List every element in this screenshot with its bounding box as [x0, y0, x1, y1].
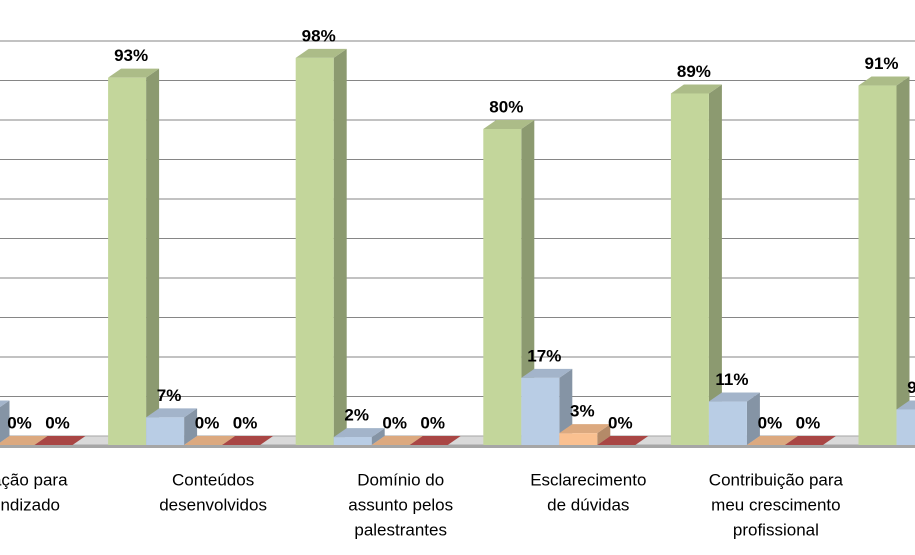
bar — [295, 48, 347, 446]
data-label: 2% — [344, 406, 369, 425]
bar — [108, 68, 160, 446]
bar-top — [858, 76, 910, 86]
data-label: 0% — [45, 413, 70, 432]
bar-side — [708, 84, 722, 445]
data-label: 0% — [796, 413, 821, 432]
bar-side — [559, 368, 573, 445]
data-label: 0% — [7, 413, 32, 432]
bar-top — [34, 436, 86, 445]
x-tick-label: desenvolvidos — [159, 495, 267, 514]
bar-front — [559, 433, 598, 445]
bar — [896, 400, 915, 445]
bar-front — [483, 129, 522, 445]
data-label: 0% — [420, 413, 445, 432]
floor-edge — [0, 445, 915, 448]
x-tick-label: Esclarecimento — [530, 470, 646, 489]
data-label: 0% — [608, 413, 633, 432]
bar-top — [295, 48, 347, 58]
x-tick-label: assunto pelos — [348, 495, 453, 514]
bar-front — [108, 77, 147, 446]
bar — [34, 436, 86, 445]
bar-top — [746, 436, 798, 445]
bar-side — [896, 76, 910, 446]
data-label: 98% — [302, 26, 336, 45]
data-label: 11% — [715, 370, 748, 389]
data-label: 93% — [114, 46, 148, 65]
bar-top — [521, 368, 573, 378]
bar — [409, 436, 461, 445]
bar — [746, 436, 798, 445]
bar-front — [333, 437, 372, 445]
bar-top — [670, 84, 722, 94]
bar — [222, 436, 274, 445]
data-label: 0% — [233, 413, 258, 432]
bar — [559, 424, 611, 445]
bar-top — [108, 68, 160, 78]
bar — [0, 436, 48, 445]
bar-top — [784, 436, 836, 445]
x-tick-label: vação para — [0, 470, 68, 489]
bar-side — [146, 68, 160, 446]
x-tick-label: profissional — [733, 520, 819, 539]
bar — [708, 392, 760, 445]
bar-front — [858, 85, 897, 446]
bar-top — [333, 428, 385, 438]
data-label: 89% — [677, 62, 711, 81]
data-label: 7% — [157, 386, 182, 405]
bar — [483, 120, 535, 445]
bar-side — [0, 400, 10, 443]
bar — [784, 436, 836, 445]
bar-side — [597, 424, 611, 445]
bar-top — [409, 436, 461, 445]
bar-front — [295, 57, 334, 446]
bar-top — [0, 400, 10, 408]
bar-side — [333, 48, 347, 446]
bar-top — [896, 400, 915, 410]
bar — [858, 76, 910, 446]
bar-front — [708, 401, 747, 445]
data-label: 17% — [527, 346, 561, 365]
bar-top — [0, 436, 48, 445]
bar — [146, 408, 198, 445]
data-label: 80% — [489, 97, 523, 116]
bar — [670, 84, 722, 445]
x-tick-label: meu crescimento — [711, 495, 840, 514]
data-label: 3% — [570, 402, 595, 421]
x-tick-label: Conteúdos — [172, 470, 254, 489]
bar-front — [896, 409, 915, 445]
bar-side — [184, 408, 198, 445]
x-tick-label: endizado — [0, 495, 60, 514]
bar-side — [371, 428, 385, 445]
bar-side — [746, 392, 760, 445]
bar-top — [559, 424, 611, 434]
bar-side — [521, 120, 535, 445]
bar-top — [371, 436, 423, 445]
data-label: 0% — [382, 413, 407, 432]
data-label: 0% — [195, 413, 220, 432]
bar-top — [184, 436, 236, 445]
bar — [521, 368, 573, 445]
bar-front — [521, 377, 560, 445]
bar-top — [483, 120, 535, 129]
data-label: 91% — [864, 54, 898, 73]
bar — [184, 436, 236, 445]
bar-front — [146, 417, 185, 445]
bar-top — [222, 436, 274, 445]
data-label: 0% — [758, 413, 783, 432]
x-tick-label: palestrantes — [354, 520, 447, 539]
x-tick-label: Contribuição para — [709, 470, 844, 489]
x-tick-label: de dúvidas — [547, 495, 629, 514]
bar-top — [597, 436, 649, 445]
bar — [371, 436, 423, 445]
bar — [0, 400, 10, 443]
bar-front — [670, 93, 709, 445]
bar — [333, 428, 385, 445]
data-label: 9% — [907, 378, 915, 397]
bar-top — [146, 408, 198, 418]
x-tick-label: Domínio do — [357, 470, 444, 489]
bar-top — [708, 392, 760, 402]
bar — [597, 436, 649, 445]
